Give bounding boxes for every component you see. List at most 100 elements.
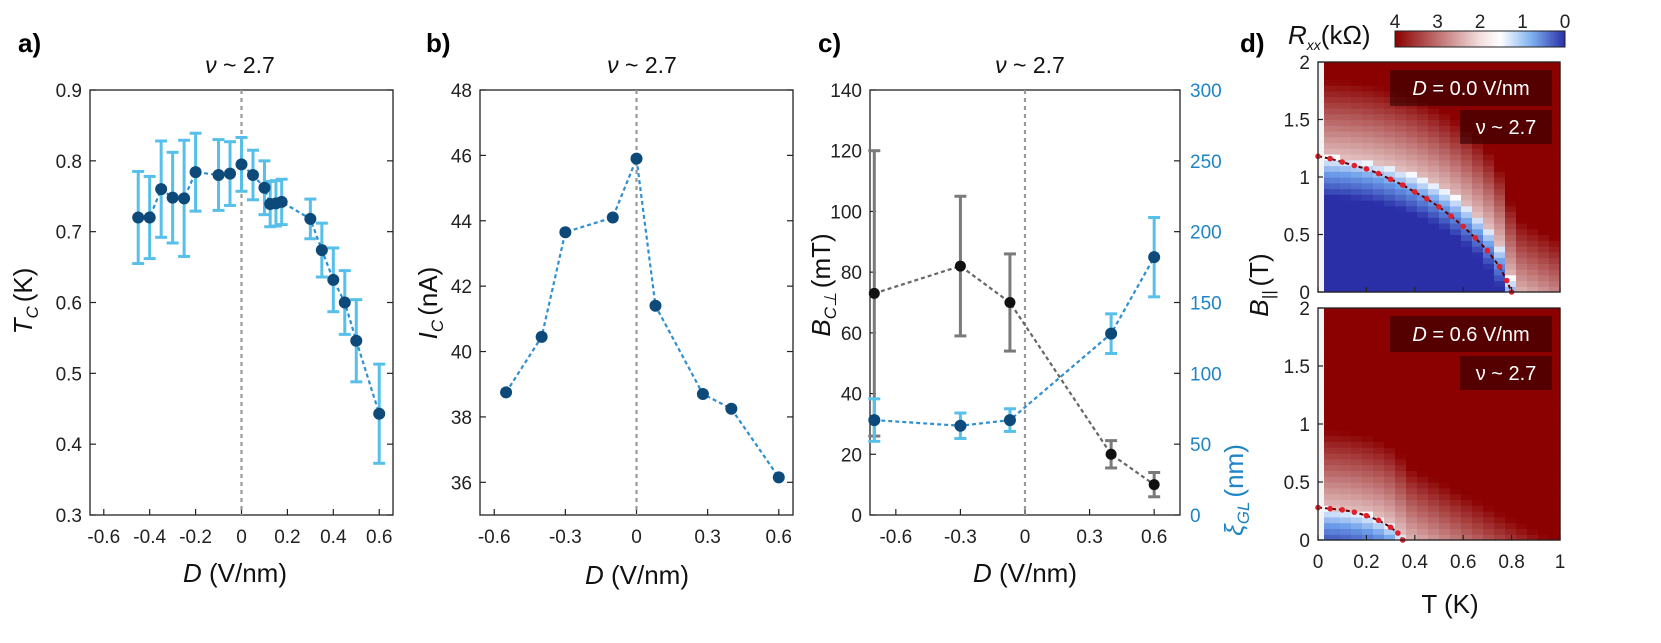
panel-d-top-cell [1329, 102, 1341, 109]
panel-d-bottom-cell [1505, 522, 1517, 529]
panel-d-top-cell [1351, 79, 1363, 86]
panel-d-top-cell [1494, 228, 1506, 236]
panel-d-top-cell [1450, 62, 1462, 69]
panel-d-top-cell [1329, 274, 1341, 282]
panel-d-top-cell [1373, 217, 1385, 224]
panel-c-ytick-label: 120 [830, 142, 862, 163]
panel-d-top-cell [1516, 240, 1528, 247]
panel-d-top-cell [1395, 148, 1407, 155]
panel-b-xtick-label: 0.3 [694, 527, 720, 548]
panel-d-top-cell [1527, 223, 1539, 230]
panel-d-top-cell [1538, 269, 1550, 276]
panel-d-bottom-cell [1340, 406, 1352, 413]
panel-d-top-cell [1384, 67, 1396, 75]
panel-d-bottom-cell [1483, 447, 1495, 454]
panel-d-top-cell [1373, 165, 1385, 172]
panel-d-top-cell [1351, 205, 1363, 213]
panel-d-bottom-cell [1362, 482, 1374, 489]
panel-d-top-cell [1395, 113, 1407, 121]
panel-d-top-cell [1472, 263, 1484, 270]
panel-d-top-cell [1516, 251, 1528, 259]
panel-d-bottom-cell [1538, 400, 1550, 408]
panel-d-top-cell [1362, 177, 1374, 184]
panel-d-top-cell [1450, 240, 1462, 247]
panel-d-bottom-cell [1472, 400, 1484, 408]
panel-d-top-cell [1494, 280, 1506, 287]
panel-d-top-cell [1417, 142, 1429, 149]
panel-b-ylabel: IC(nA) [413, 267, 447, 340]
panel-d-bottom-cell [1406, 453, 1418, 460]
panel-a-data-point [155, 183, 168, 196]
panel-a-ylabel: TC(K) [8, 268, 42, 335]
panel-d-top-cell [1373, 177, 1385, 184]
panel-d-bottom-cell [1373, 377, 1385, 384]
panel-d-top-cell [1351, 102, 1363, 109]
panel-d-bottom-cell [1428, 435, 1440, 442]
panel-d-bottom-cell [1384, 499, 1396, 506]
panel-d-top-cell [1340, 228, 1352, 236]
panel-d-top-cell [1472, 223, 1484, 230]
panel-d-bottom-cell [1450, 482, 1462, 489]
panel-d-top-cell [1527, 251, 1539, 259]
panel-d-bottom-cell [1549, 429, 1561, 437]
panel-d-top-cell [1428, 211, 1440, 218]
panel-d-top-cell [1395, 263, 1407, 270]
panel-d-top-cell [1527, 188, 1539, 195]
panel-d-bottom-cell [1406, 371, 1418, 379]
panel-d-top-cell [1527, 62, 1539, 69]
panel-d-bottom-cell [1450, 424, 1462, 431]
panel-d-bottom-cell [1373, 511, 1385, 518]
panel-d-bottom-cell [1527, 447, 1539, 454]
panel-d-bottom-cell [1461, 441, 1473, 448]
panel-d-top-cell [1516, 274, 1528, 282]
panel-d-top-cell [1549, 274, 1561, 282]
panel-c-ytick-label: 80 [841, 263, 862, 284]
panel-d-top-cell [1351, 131, 1363, 138]
panel-d-top-cell [1340, 131, 1352, 138]
panel-c-bc-point [1105, 448, 1117, 460]
panel-b-xtick-label: 0 [631, 527, 642, 548]
panel-d-top-cell [1351, 194, 1363, 201]
panel-d-top-cell [1362, 280, 1374, 287]
panel-c-bc-point [868, 287, 880, 299]
panel-d-bottom-cell [1362, 313, 1374, 321]
panel-d-bottom-cell [1494, 458, 1506, 466]
panel-d-bottom-cell [1516, 499, 1528, 506]
panel-d-bottom-cell [1417, 458, 1429, 466]
panel-d-bottom-cell [1450, 447, 1462, 454]
panel-d-top-cell [1472, 182, 1484, 190]
panel-b-data-point [606, 211, 619, 224]
panel-d-bottom-cell [1494, 400, 1506, 408]
panel-c-ytick-label-right: 200 [1190, 223, 1222, 244]
panel-d-bottom-cell [1516, 406, 1528, 413]
panel-d-bottom-cell [1450, 453, 1462, 460]
panel-d-bottom-cell [1340, 458, 1352, 466]
panel-d-bottom-cell [1472, 476, 1484, 483]
panel-d-bottom-cell [1461, 511, 1473, 518]
panel-d-top-ytick-label: 0.5 [1284, 226, 1310, 247]
panel-d-bottom-cell [1527, 418, 1539, 425]
panel-d-top-cell [1340, 194, 1352, 201]
panel-d-bottom-cell [1450, 366, 1462, 373]
panel-d-top-cell [1362, 269, 1374, 276]
panel-d-bottom-dlabel-val: = 0.6 V/nm [1427, 324, 1530, 346]
panel-d-top-cell [1428, 119, 1440, 126]
panel-d-top-cell [1351, 240, 1363, 247]
panel-d-top-cell [1329, 131, 1341, 138]
panel-d-bottom-cell [1406, 482, 1418, 489]
panel-d-top-cell [1527, 228, 1539, 236]
panel-d-top-cell [1384, 200, 1396, 207]
panel-d-top-cell [1538, 217, 1550, 224]
panel-d-top-cell [1340, 269, 1352, 276]
panel-d-bottom-cell [1450, 458, 1462, 466]
panel-d-top-cell [1527, 234, 1539, 241]
panel-d-bottom-cell [1516, 400, 1528, 408]
panel-d-top-cell [1395, 131, 1407, 138]
panel-d-bottom-cell [1395, 487, 1407, 495]
panel-d-bottom-cell [1439, 447, 1451, 454]
panel-d-bottom-cell [1549, 534, 1561, 541]
panel-d-top-cell [1549, 67, 1561, 75]
panel-d-top-dlabel-sym: D [1412, 78, 1426, 100]
panel-d-top-cell [1483, 171, 1495, 178]
panel-d-top-cell [1417, 228, 1429, 236]
